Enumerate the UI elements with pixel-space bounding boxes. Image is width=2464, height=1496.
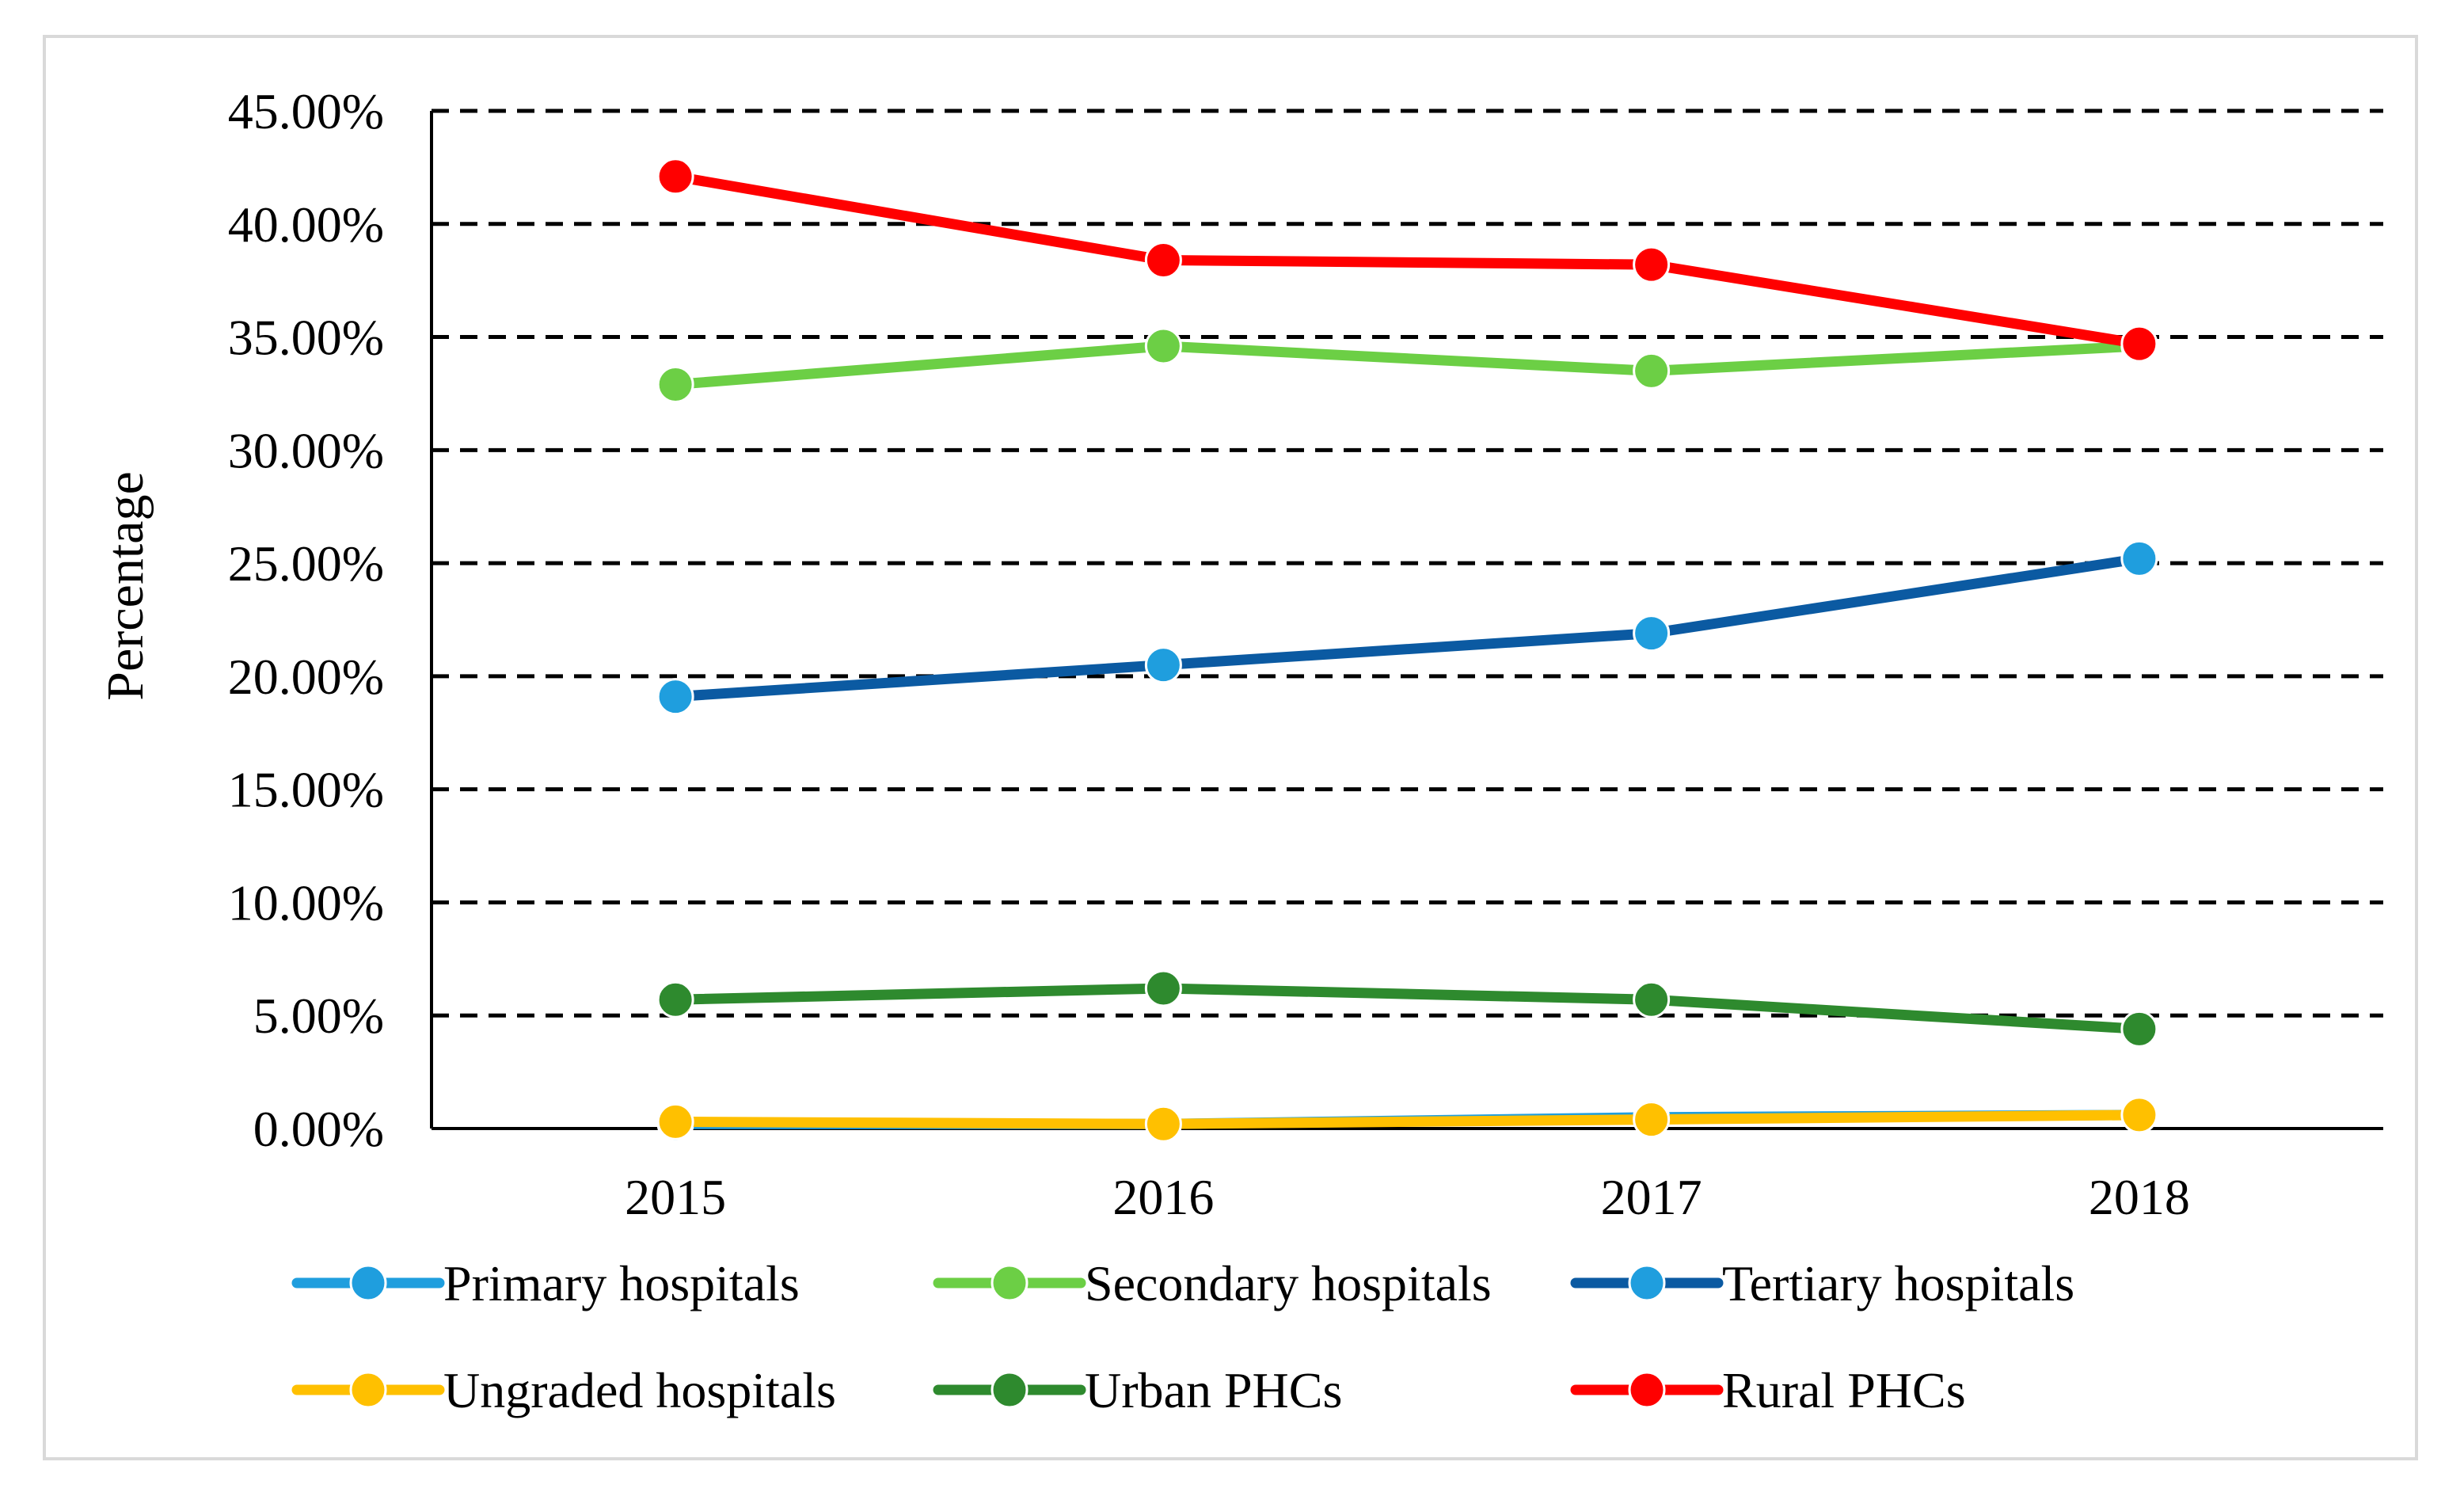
series-tertiary-hospitals: [656, 539, 2158, 716]
series: [656, 158, 2158, 1143]
data-point: [2120, 1010, 2158, 1048]
series-secondary-hospitals: [656, 327, 2158, 404]
legend-swatch-marker: [349, 1371, 387, 1409]
y-tick-label: 45.00%: [228, 83, 384, 139]
x-tick-label: 2017: [1601, 1169, 1702, 1225]
data-point: [656, 980, 694, 1018]
legend-swatch-marker: [349, 1264, 387, 1302]
y-axis-label: Percentage: [97, 471, 154, 701]
x-tick-label: 2018: [2089, 1169, 2190, 1225]
data-point: [1633, 980, 1671, 1018]
data-point: [656, 158, 694, 196]
legend: Primary hospitals Secondary hospitals Tert…: [291, 1255, 2074, 1418]
legend-item: Rural PHCs: [1570, 1362, 1966, 1418]
legend-item: Secondary hospitals: [933, 1255, 1492, 1311]
legend-label: Rural PHCs: [1722, 1362, 1966, 1418]
series-line: [670, 983, 2145, 1034]
y-tick-label: 30.00%: [228, 422, 384, 478]
y-tick-label: 10.00%: [228, 874, 384, 931]
legend-label: Secondary hospitals: [1085, 1255, 1492, 1311]
series-ungraded-hospitals: [656, 1096, 2158, 1143]
x-tick-label: 2015: [625, 1169, 726, 1225]
y-tick-label: 35.00%: [228, 310, 384, 366]
legend-label: Tertiary hospitals: [1722, 1255, 2074, 1311]
gridlines: [432, 108, 2383, 1018]
y-tick-label: 40.00%: [228, 196, 384, 253]
legend-swatch-marker: [991, 1371, 1029, 1409]
data-point: [656, 366, 694, 404]
data-point: [1633, 246, 1671, 284]
data-point: [1144, 241, 1182, 279]
series-line: [670, 171, 2145, 349]
data-point: [656, 678, 694, 716]
data-point: [1144, 646, 1182, 684]
x-tick-label: 2016: [1112, 1169, 1214, 1225]
data-point: [1144, 327, 1182, 365]
y-tick-label: 25.00%: [228, 535, 384, 592]
chart-frame: [43, 35, 2418, 1460]
data-point: [1144, 969, 1182, 1007]
legend-swatch-marker: [1628, 1371, 1666, 1409]
legend-item: Ungraded hospitals: [291, 1362, 836, 1418]
series-rural-phcs: [656, 158, 2158, 363]
legend-item: Primary hospitals: [291, 1255, 800, 1311]
legend-label: Urban PHCs: [1085, 1362, 1342, 1418]
y-tick-label: 0.00%: [253, 1101, 384, 1157]
data-point: [1633, 615, 1671, 653]
series-urban-phcs: [656, 969, 2158, 1048]
x-tick-labels: 2015 2016 2017 2018: [625, 1169, 2190, 1225]
y-tick-label: 5.00%: [253, 988, 384, 1044]
data-point: [2120, 325, 2158, 363]
data-point: [1633, 1101, 1671, 1139]
series-line: [670, 341, 2145, 390]
y-tick-label: 20.00%: [228, 649, 384, 705]
data-point: [1633, 352, 1671, 390]
series-line: [670, 553, 2145, 702]
y-tick-label: 15.00%: [228, 762, 384, 818]
data-point: [656, 1102, 694, 1140]
legend-item: Urban PHCs: [933, 1362, 1342, 1418]
legend-label: Primary hospitals: [443, 1255, 800, 1311]
legend-swatch-marker: [1628, 1264, 1666, 1302]
y-tick-labels: 0.00% 5.00% 10.00% 15.00% 20.00% 25.00% 30.00%…: [228, 83, 384, 1157]
legend-swatch-marker: [991, 1264, 1029, 1302]
data-point: [2120, 1096, 2158, 1134]
series-line: [670, 1110, 2145, 1129]
legend-item: Tertiary hospitals: [1570, 1255, 2074, 1311]
data-point: [2120, 539, 2158, 577]
data-point: [1144, 1105, 1182, 1143]
legend-label: Ungraded hospitals: [443, 1362, 836, 1418]
